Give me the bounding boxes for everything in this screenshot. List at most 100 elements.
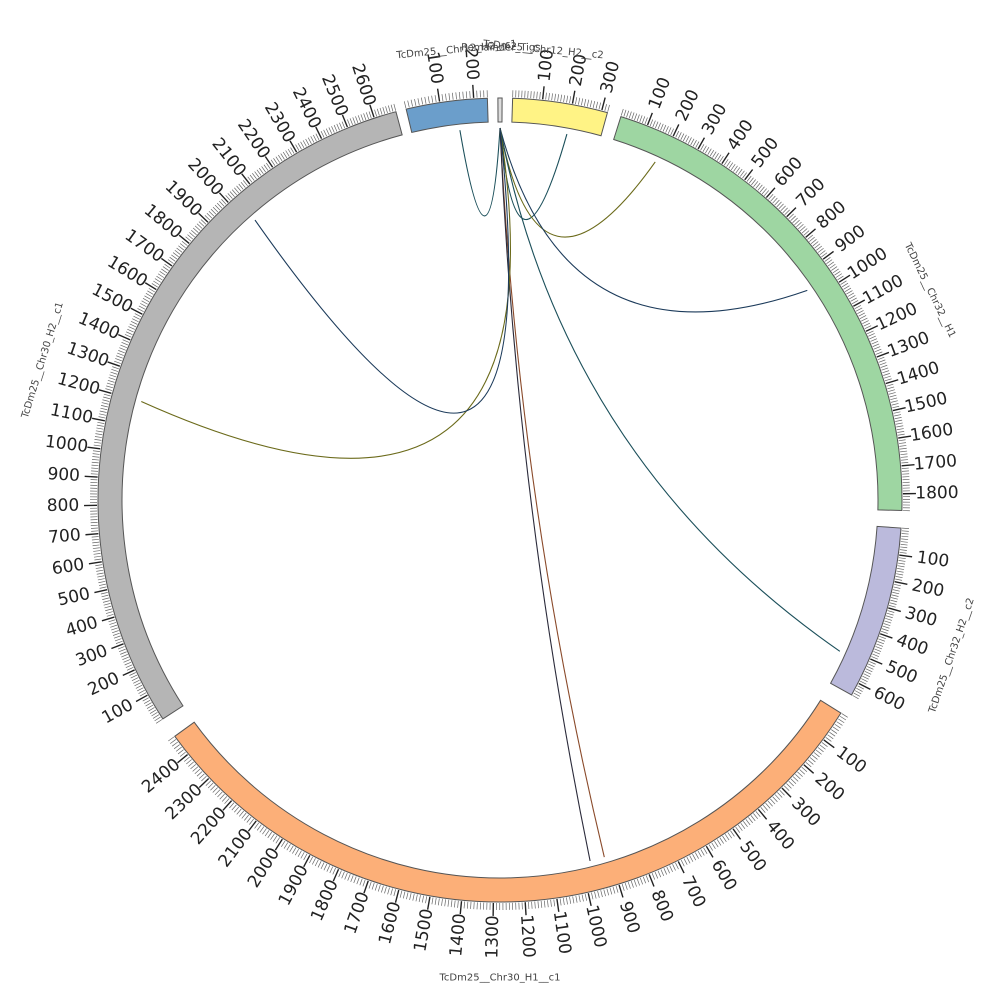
major-tick: [648, 874, 655, 887]
minor-tick: [289, 845, 294, 853]
minor-tick: [231, 804, 237, 811]
minor-tick: [97, 578, 105, 581]
minor-tick: [861, 678, 868, 683]
tick-label: 1100: [549, 910, 575, 956]
minor-tick: [143, 699, 151, 704]
minor-tick: [124, 661, 132, 666]
minor-tick: [278, 154, 283, 162]
minor-tick: [355, 116, 359, 123]
minor-tick: [341, 121, 346, 129]
minor-tick: [381, 885, 384, 893]
minor-tick: [901, 535, 909, 538]
minor-tick: [210, 208, 217, 215]
minor-tick: [204, 215, 211, 221]
minor-tick: [95, 430, 103, 433]
minor-tick: [692, 139, 697, 147]
minor-tick: [572, 896, 575, 904]
tick-label: 300: [787, 794, 824, 831]
minor-tick: [409, 893, 412, 900]
minor-tick: [231, 189, 237, 196]
major-tick: [101, 616, 115, 622]
major-tick: [587, 893, 592, 907]
tick-label: 900: [615, 899, 644, 936]
minor-tick: [857, 685, 864, 690]
minor-tick: [877, 356, 885, 360]
minor-tick: [341, 871, 345, 879]
minor-tick: [314, 859, 319, 867]
minor-tick: [114, 360, 121, 364]
tick-label: 800: [646, 887, 677, 925]
minor-tick: [765, 802, 771, 809]
minor-tick: [225, 195, 231, 201]
minor-tick: [624, 882, 628, 890]
minor-tick: [880, 630, 888, 634]
minor-tick: [155, 719, 163, 724]
tick-label: 100: [535, 48, 558, 82]
minor-tick: [714, 841, 719, 848]
tick-label: 1200: [516, 914, 539, 958]
minor-tick: [857, 310, 864, 314]
minor-tick: [227, 193, 233, 199]
minor-tick: [566, 897, 568, 905]
minor-tick: [137, 687, 144, 692]
minor-tick: [716, 839, 722, 846]
minor-tick: [581, 98, 584, 106]
minor-tick: [106, 385, 114, 389]
minor-tick: [882, 370, 890, 374]
minor-tick: [700, 849, 705, 856]
minor-tick: [93, 550, 101, 552]
minor-tick: [821, 252, 828, 258]
minor-tick: [877, 641, 885, 645]
minor-tick: [108, 377, 116, 381]
minor-tick: [120, 344, 128, 348]
minor-tick: [242, 180, 248, 187]
minor-tick: [224, 798, 230, 804]
major-tick: [765, 187, 776, 199]
tick-label: 1900: [275, 862, 313, 910]
minor-tick: [797, 771, 803, 777]
minor-tick: [117, 646, 125, 650]
minor-tick: [138, 305, 146, 310]
minor-tick: [469, 91, 471, 99]
tick-label: 2500: [317, 72, 352, 120]
minor-tick: [300, 141, 305, 149]
tick-label: 1400: [895, 358, 942, 390]
major-tick: [556, 898, 560, 912]
minor-tick: [96, 572, 104, 575]
link-5: [499, 127, 605, 858]
minor-tick: [897, 562, 906, 565]
minor-tick: [164, 263, 171, 269]
minor-tick: [249, 174, 255, 181]
minor-tick: [292, 847, 297, 854]
minor-tick: [591, 892, 594, 900]
tick-label: 2600: [347, 61, 380, 108]
minor-tick: [310, 136, 315, 143]
minor-tick: [724, 834, 730, 841]
minor-tick: [795, 773, 801, 780]
minor-tick: [189, 232, 195, 238]
minor-tick: [811, 754, 818, 760]
minor-tick: [96, 427, 104, 430]
minor-tick: [737, 824, 743, 831]
minor-tick: [630, 880, 634, 888]
minor-tick: [328, 127, 333, 134]
minor-tick: [709, 149, 715, 157]
minor-tick: [894, 417, 902, 420]
major-tick: [144, 282, 157, 291]
major-tick: [894, 580, 908, 585]
minor-tick: [365, 112, 369, 120]
tick-label: 800: [47, 496, 80, 516]
minor-tick: [96, 569, 104, 572]
major-tick: [369, 104, 375, 118]
minor-tick: [112, 366, 120, 370]
minor-tick: [323, 129, 327, 137]
minor-tick: [198, 773, 205, 779]
tick-label: 1500: [88, 280, 136, 318]
minor-tick: [177, 749, 184, 755]
minor-tick: [900, 459, 909, 461]
minor-tick: [708, 844, 713, 851]
tick-label: 700: [792, 174, 829, 211]
minor-tick: [748, 177, 754, 184]
minor-tick: [201, 775, 207, 782]
major-tick: [705, 845, 714, 858]
